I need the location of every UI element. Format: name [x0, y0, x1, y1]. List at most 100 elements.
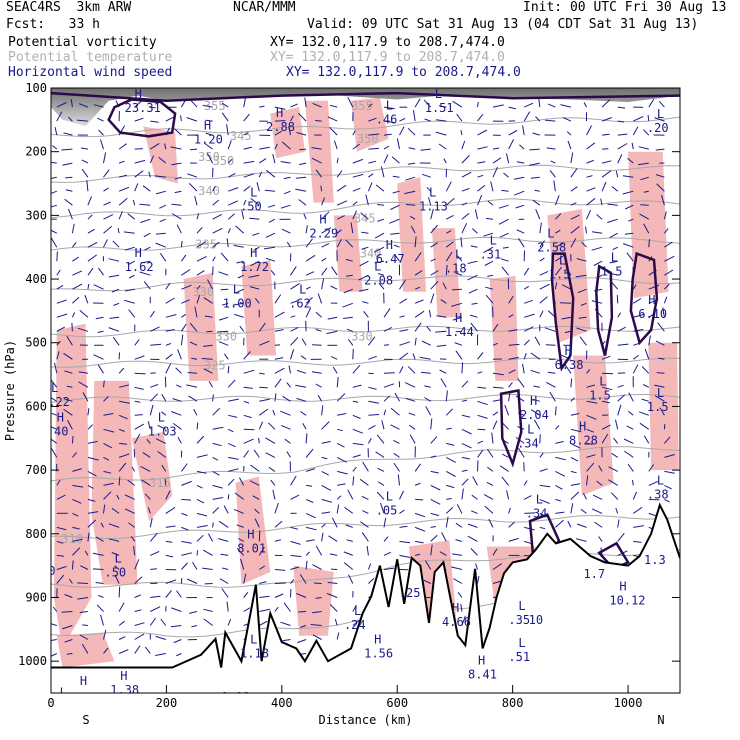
wind-vector	[544, 119, 556, 122]
wind-vector	[477, 460, 479, 472]
wind-vector	[336, 377, 339, 388]
wind-vector	[172, 398, 182, 402]
wind-vector	[343, 316, 353, 319]
wind-vector	[203, 618, 213, 626]
wind-vector	[390, 407, 400, 416]
wind-vector	[111, 507, 120, 514]
wind-vector	[539, 526, 546, 530]
wind-vector	[68, 578, 73, 584]
wind-vector	[383, 383, 395, 388]
wind-vector	[628, 218, 634, 222]
wind-vector	[196, 241, 207, 248]
wind-vector	[212, 456, 219, 461]
wind-vector	[212, 484, 223, 489]
wind-vector	[477, 449, 484, 458]
wind-vector	[361, 246, 369, 250]
wind-vector	[82, 392, 89, 402]
wind-vector	[617, 384, 624, 388]
wind-vector	[103, 201, 111, 206]
wind-extremum-marker: H	[135, 87, 142, 101]
wind-vector	[206, 330, 213, 333]
wind-vector	[586, 125, 593, 136]
wind-vector	[410, 225, 416, 234]
wind-vector	[143, 281, 151, 290]
wind-vector	[664, 283, 670, 290]
wind-vector	[240, 558, 245, 570]
wind-vector	[362, 510, 369, 514]
wind-vector	[446, 498, 452, 500]
wind-vector	[274, 502, 279, 514]
wind-vector	[570, 442, 581, 449]
wind-vector	[274, 130, 283, 136]
wind-vector	[428, 197, 432, 206]
wind-vector	[119, 442, 128, 445]
wind-vector	[561, 284, 572, 290]
wind-vector	[203, 344, 213, 347]
wind-vector	[461, 171, 472, 178]
wind-vector	[84, 295, 89, 304]
wind-vector	[329, 553, 338, 556]
wind-vector	[638, 411, 649, 416]
wind-vector	[334, 618, 338, 626]
theta-label: 340	[198, 184, 220, 198]
wind-vector	[633, 298, 642, 304]
wind-vector	[560, 104, 572, 108]
wind-vector	[580, 508, 587, 514]
theta-label: 350	[357, 132, 379, 146]
wind-vector	[165, 579, 177, 584]
wind-vector	[227, 366, 230, 374]
wind-extremum-value: .31	[480, 247, 502, 261]
wind-vector	[638, 146, 649, 150]
wind-vector	[613, 437, 619, 444]
wind-vector	[414, 299, 424, 304]
wind-vector	[51, 623, 57, 626]
wind-vector	[445, 197, 455, 206]
wind-vector	[201, 358, 213, 360]
wind-vector	[508, 329, 518, 332]
wind-vector	[656, 372, 665, 374]
wind-vector	[327, 581, 338, 584]
wind-vector	[627, 157, 634, 164]
wind-vector	[664, 470, 675, 474]
theta-isentrope	[51, 164, 680, 183]
wind-vector	[142, 451, 151, 458]
wind-vector	[438, 105, 447, 108]
wind-vector	[297, 639, 307, 644]
wind-vector	[378, 273, 385, 276]
wind-vector	[170, 146, 182, 150]
wind-vector	[315, 169, 323, 178]
wind-vector	[171, 213, 182, 220]
wind-vector	[227, 140, 232, 150]
wind-vector	[414, 526, 426, 532]
wind-vector	[477, 414, 488, 419]
wind-vector	[367, 182, 373, 192]
wind-vector	[467, 523, 478, 528]
wind-vector	[368, 133, 380, 136]
wind-vector	[66, 335, 73, 346]
wind-vector	[290, 475, 297, 486]
wind-vector	[161, 411, 167, 416]
wind-extremum-value: .05	[376, 503, 398, 517]
wind-vector	[234, 508, 244, 514]
wind-vector	[67, 420, 73, 430]
wind-vector	[299, 574, 307, 584]
wind-vector	[196, 422, 199, 430]
wind-vector	[71, 223, 75, 234]
wind-vector	[438, 143, 447, 150]
theta-label: 350	[213, 154, 235, 168]
wind-vector	[194, 306, 198, 318]
y-tick-label: 700	[25, 463, 47, 477]
wind-vector	[81, 643, 89, 654]
wind-vector	[383, 133, 392, 136]
pv-shaded-region	[91, 380, 138, 585]
wind-vector	[570, 397, 575, 402]
wind-vector	[374, 232, 385, 239]
wind-extremum-value: 1.20	[194, 133, 223, 147]
wind-vector	[648, 335, 651, 346]
wind-vector	[72, 270, 83, 276]
wind-vector	[243, 591, 249, 598]
wind-vector	[290, 315, 296, 318]
wind-vector	[103, 380, 105, 388]
wind-vector	[445, 506, 454, 514]
wind-vector	[191, 357, 198, 360]
